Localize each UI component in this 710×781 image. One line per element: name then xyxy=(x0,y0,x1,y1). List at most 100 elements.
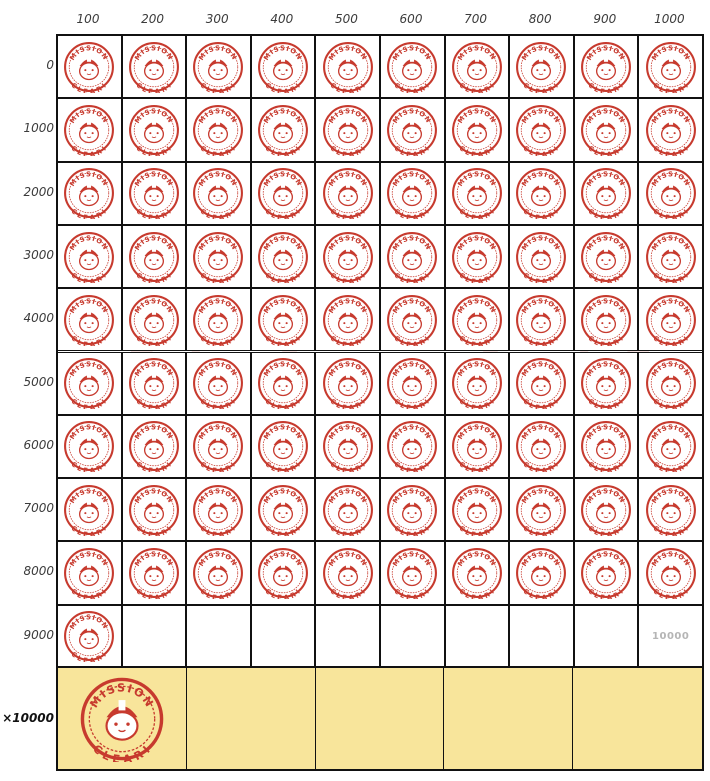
grid-cell: MISSION CLEAR! xyxy=(57,288,122,352)
grid-cell: MISSION CLEAR! xyxy=(444,478,510,542)
grid-cell: MISSION CLEAR! xyxy=(509,414,574,479)
grid-cell: MISSION CLEAR! xyxy=(380,478,445,542)
grid-cell: MISSION CLEAR! xyxy=(250,161,316,225)
grid-cell: MISSION CLEAR! xyxy=(315,414,380,479)
multiplier-label: ×10000 xyxy=(2,711,54,725)
row-header: 7000 xyxy=(23,501,54,516)
bonus-cell xyxy=(573,668,702,769)
grid-cell: MISSION CLEAR! xyxy=(121,414,187,479)
bonus-cell: MISSION CLEAR! xyxy=(58,668,187,769)
grid-cell: MISSION CLEAR! xyxy=(573,478,639,542)
grid-cell: MISSION CLEAR! xyxy=(250,414,316,479)
grid-cell: MISSION CLEAR! xyxy=(315,478,380,542)
grid-cell: MISSION CLEAR! xyxy=(186,478,251,542)
grid-cell: MISSION CLEAR! xyxy=(121,478,187,542)
grid-cell: MISSION CLEAR! xyxy=(121,35,187,99)
grid-cell: MISSION CLEAR! xyxy=(250,288,316,352)
grid-cell: 10000 xyxy=(638,604,703,668)
grid-cell: MISSION CLEAR! xyxy=(380,541,445,605)
grid-cell: MISSION CLEAR! xyxy=(573,98,639,162)
grid-cell: MISSION CLEAR! xyxy=(315,35,380,99)
grid-cell: MISSION CLEAR! xyxy=(250,541,316,605)
column-header: 100 xyxy=(76,12,100,26)
grid-cell: MISSION CLEAR! xyxy=(315,288,380,352)
column-header: 200 xyxy=(141,12,165,26)
grid-cell: MISSION CLEAR! xyxy=(380,288,445,352)
grid-cell: MISSION CLEAR! xyxy=(509,35,574,99)
grid-cell: MISSION CLEAR! xyxy=(573,161,639,225)
grid-cell: MISSION CLEAR! xyxy=(186,35,251,99)
grid-cell: MISSION CLEAR! xyxy=(121,161,187,225)
grid-cell: MISSION CLEAR! xyxy=(509,288,574,352)
column-header: 500 xyxy=(334,12,358,26)
row-header: 3000 xyxy=(23,247,54,262)
column-header: 700 xyxy=(464,12,488,26)
grid-cell: MISSION CLEAR! xyxy=(121,224,187,289)
grid-cell: MISSION CLEAR! xyxy=(444,414,510,479)
grid-cell xyxy=(250,604,316,668)
grid-cell: MISSION CLEAR! xyxy=(444,161,510,225)
row-header: 6000 xyxy=(23,437,54,452)
grid-cell xyxy=(315,604,380,668)
grid-cell: MISSION CLEAR! xyxy=(57,478,122,542)
grid-cell: MISSION CLEAR! xyxy=(638,98,703,162)
grid-cell: MISSION CLEAR! xyxy=(250,351,316,415)
bonus-cell xyxy=(187,668,316,769)
grid-cell: MISSION CLEAR! xyxy=(186,351,251,415)
grid-cell: MISSION CLEAR! xyxy=(573,288,639,352)
grid-cell: MISSION CLEAR! xyxy=(380,98,445,162)
grid-cell: MISSION CLEAR! xyxy=(121,288,187,352)
grid-cell: MISSION CLEAR! xyxy=(638,224,703,289)
grid-cell: MISSION CLEAR! xyxy=(57,351,122,415)
grid-cell: MISSION CLEAR! xyxy=(509,161,574,225)
cell-value-label: 10000 xyxy=(652,630,690,642)
grid-cell: MISSION CLEAR! xyxy=(638,351,703,415)
grid-cell: MISSION CLEAR! xyxy=(57,161,122,225)
grid-cell: MISSION CLEAR! xyxy=(509,478,574,542)
grid-cell: MISSION CLEAR! xyxy=(57,98,122,162)
grid-cell: MISSION CLEAR! xyxy=(444,98,510,162)
grid-cell: MISSION CLEAR! xyxy=(57,35,122,99)
